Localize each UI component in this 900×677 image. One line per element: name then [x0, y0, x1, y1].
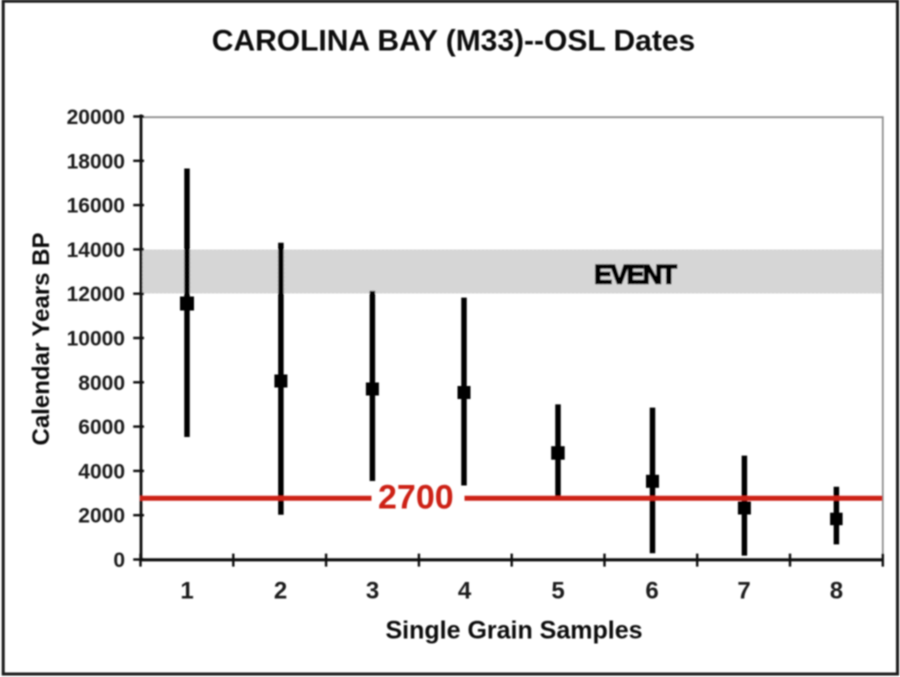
- svg-text:EVENT: EVENT: [594, 260, 677, 290]
- svg-text:4: 4: [458, 577, 472, 604]
- svg-text:2000: 2000: [78, 505, 125, 528]
- svg-text:12000: 12000: [67, 283, 125, 306]
- svg-text:20000: 20000: [67, 106, 125, 129]
- svg-text:16000: 16000: [67, 195, 125, 218]
- svg-text:4000: 4000: [78, 460, 125, 483]
- svg-text:7: 7: [737, 577, 750, 604]
- svg-text:10000: 10000: [67, 328, 125, 351]
- svg-text:8: 8: [830, 577, 843, 604]
- svg-text:6000: 6000: [78, 416, 125, 439]
- svg-text:18000: 18000: [67, 150, 125, 173]
- svg-text:Single Grain Samples: Single Grain Samples: [385, 617, 642, 645]
- svg-text:CAROLINA BAY (M33)--OSL Dates: CAROLINA BAY (M33)--OSL Dates: [212, 25, 695, 58]
- svg-text:3: 3: [366, 577, 379, 604]
- svg-text:6: 6: [645, 577, 658, 604]
- svg-text:2700: 2700: [378, 479, 454, 517]
- svg-text:1: 1: [180, 577, 193, 604]
- svg-text:2: 2: [274, 577, 287, 604]
- svg-text:0: 0: [113, 549, 125, 572]
- svg-text:Calendar Years BP: Calendar Years BP: [28, 232, 55, 445]
- svg-text:8000: 8000: [78, 372, 125, 395]
- svg-text:14000: 14000: [67, 239, 125, 262]
- svg-text:5: 5: [551, 577, 564, 604]
